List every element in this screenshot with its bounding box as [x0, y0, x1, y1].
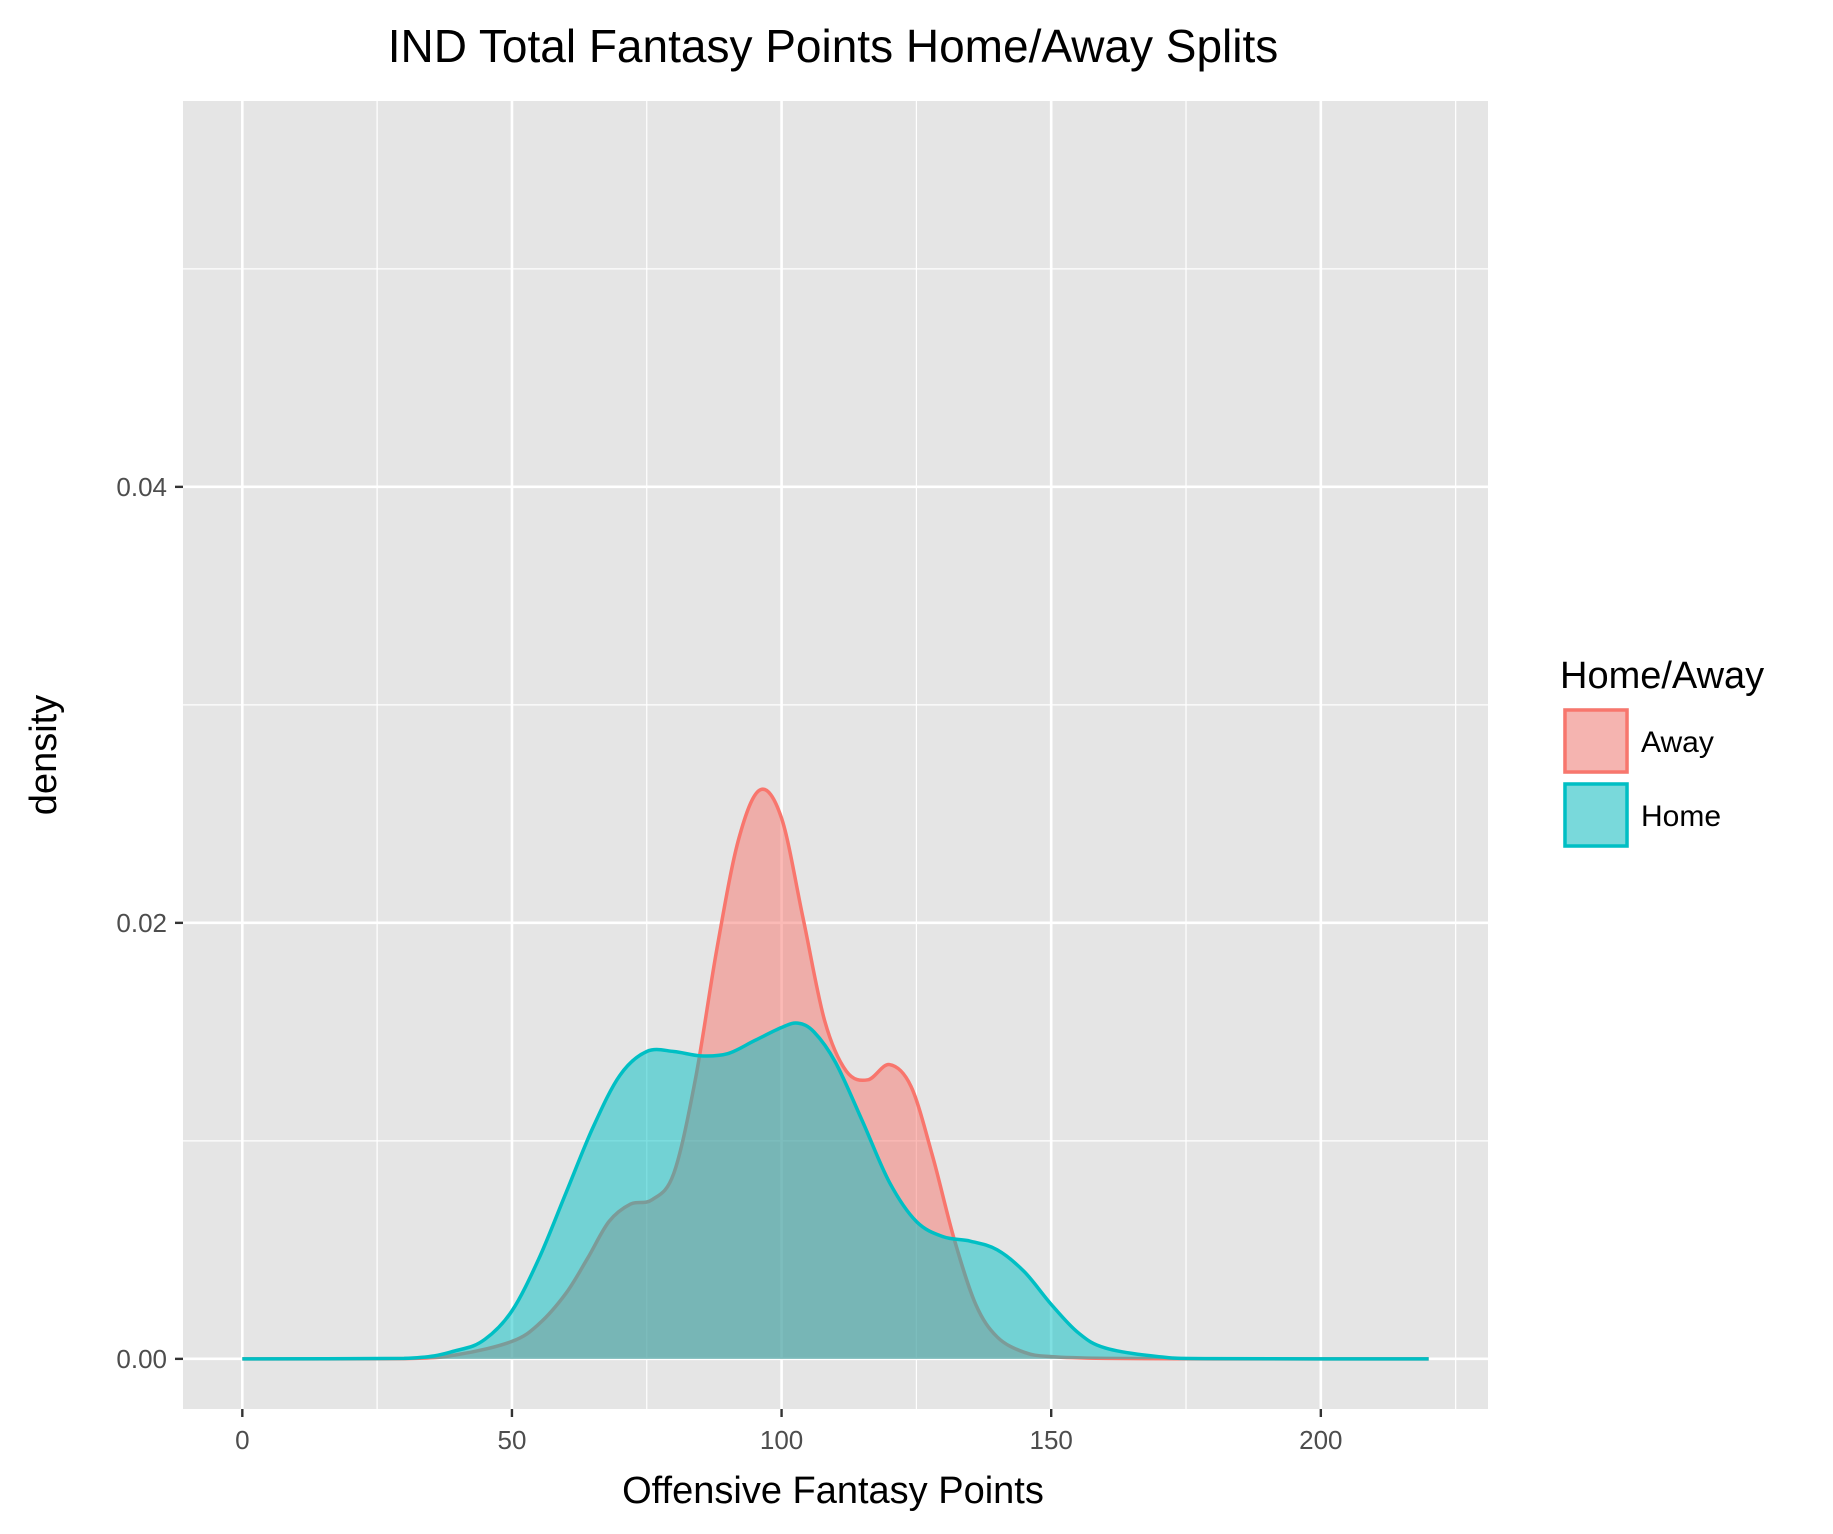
x-tick-label: 100: [760, 1425, 803, 1455]
legend-swatch-away: [1565, 710, 1627, 772]
x-tick-label: 150: [1030, 1425, 1073, 1455]
chart-title: IND Total Fantasy Points Home/Away Split…: [388, 20, 1279, 72]
x-tick-label: 0: [235, 1425, 249, 1455]
y-axis-title: density: [23, 695, 65, 815]
x-tick-label: 50: [497, 1425, 526, 1455]
x-tick-label: 200: [1299, 1425, 1342, 1455]
legend-label-away: Away: [1641, 726, 1714, 759]
x-axis-title: Offensive Fantasy Points: [622, 1470, 1044, 1512]
legend-item-away: Away: [1563, 708, 1714, 774]
legend-title: Home/Away: [1560, 655, 1764, 697]
legend-swatch-home: [1565, 784, 1627, 846]
y-tick-label: 0.00: [116, 1344, 167, 1374]
y-tick-label: 0.02: [116, 908, 167, 938]
legend-label-home: Home: [1641, 800, 1721, 833]
legend: Home/Away Away Home: [1560, 655, 1764, 848]
y-tick-label: 0.04: [116, 472, 167, 502]
legend-item-home: Home: [1563, 782, 1721, 848]
